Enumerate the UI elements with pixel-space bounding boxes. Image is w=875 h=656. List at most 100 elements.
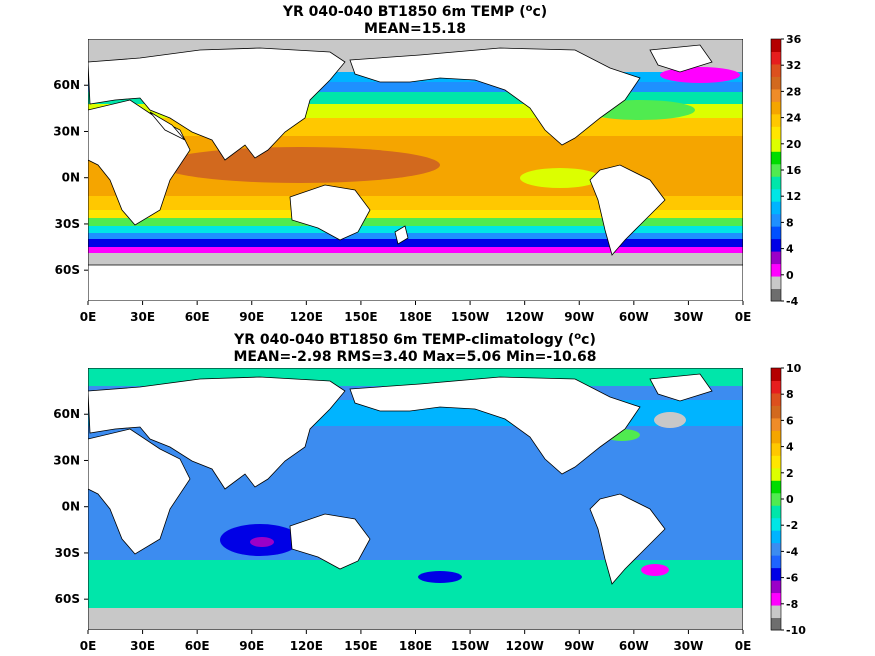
panel2-south-america [589, 493, 666, 585]
colorbar-swatch [771, 201, 781, 215]
colorbar-swatch [771, 176, 781, 190]
panel1-y-axis: 60N 30N 0N 30S 60S [53, 78, 88, 277]
x-tick-label: 30E [130, 639, 155, 653]
colorbar-tick-label: 36 [786, 33, 802, 46]
colorbar-swatch [771, 605, 781, 619]
x-tick-label: 0E [735, 310, 752, 324]
panel1-title: YR 040-040 BT1850 6m TEMP (oc) [282, 3, 547, 20]
y-tick-label: 30S [55, 217, 80, 231]
colorbar-swatch [771, 455, 781, 469]
panel2-band-southern [88, 560, 743, 608]
colorbar-swatch [771, 392, 781, 406]
x-tick-label: 90E [239, 310, 264, 324]
colorbar-swatch [771, 467, 781, 481]
panel2-colorbar: 10 8 6 4 2 0 -2 -4 -6 -8 -10 [770, 362, 806, 637]
colorbar-tick-label: 8 [786, 216, 794, 229]
panel1-south-america [589, 164, 666, 256]
panel1-eurasia [88, 47, 346, 161]
colorbar-tick-label: -6 [786, 572, 799, 585]
colorbar-tick-label: 20 [786, 138, 802, 151]
x-tick-label: 30W [673, 310, 703, 324]
colorbar-tick-label: -10 [786, 624, 806, 637]
x-tick-label: 60W [619, 310, 649, 324]
panel2-cold-spot-pacific [418, 571, 462, 583]
panel1-cold-tongue [520, 168, 600, 188]
colorbar-tick-label: 10 [786, 362, 802, 375]
colorbar-tick-label: 2 [786, 467, 794, 480]
panel1-band-subtropic-s [88, 196, 743, 210]
colorbar-swatch [771, 430, 781, 444]
colorbar-swatch [771, 163, 781, 177]
colorbar-swatch [771, 39, 781, 52]
colorbar-swatch [771, 555, 781, 569]
panel2-greenland [649, 373, 713, 402]
colorbar-swatch [771, 480, 781, 494]
colorbar-tick-label: -4 [786, 295, 799, 308]
x-tick-label: 120W [506, 310, 544, 324]
colorbar-tick-label: 6 [786, 414, 794, 427]
y-tick-label: 60S [55, 592, 80, 606]
panel1-subtitle: MEAN=15.18 [364, 21, 466, 37]
x-tick-label: 180E [399, 639, 432, 653]
colorbar-tick-label: 4 [786, 243, 794, 256]
panel1-arabia [149, 111, 186, 141]
panel2-x-axis: 0E 30E 60E 90E 120E 150E 180E 150W 120W 90W 60W 30W… [80, 630, 752, 653]
colorbar-swatch [771, 276, 781, 290]
colorbar-tick-label: 16 [786, 164, 802, 177]
colorbar-swatch [771, 380, 781, 394]
panel2-title: YR 040-040 BT1850 6m TEMP-climatology (o… [233, 331, 596, 348]
panel1-band-s-warm [88, 210, 743, 218]
panel2-cold-spot-atlantic [641, 564, 669, 576]
panel1-band-s-lightblue [88, 233, 743, 239]
colorbar-swatch [771, 288, 781, 302]
x-tick-label: 0E [80, 639, 97, 653]
panel1-map [88, 39, 743, 301]
x-tick-label: 60W [619, 639, 649, 653]
panel1-warm-pool [160, 147, 440, 183]
colorbar-tick-label: 0 [786, 493, 794, 506]
colorbar-swatch [771, 368, 781, 381]
colorbar-tick-label: 28 [786, 85, 801, 98]
colorbar-swatch [771, 213, 781, 227]
panel2-map [88, 368, 743, 630]
panel1-band-s-green [88, 218, 743, 226]
panel1-greenland [649, 44, 713, 73]
colorbar-swatch [771, 88, 781, 102]
panel1-x-axis: 0E 30E 60E 90E 120E 150E 180E 150W 120W 90W 60W 30W… [80, 301, 752, 324]
panel1-australia [289, 184, 371, 241]
panel1-band-s-blue [88, 239, 743, 247]
panel2-australia [289, 513, 371, 570]
y-tick-label: 30N [53, 453, 80, 467]
x-tick-label: 150W [451, 310, 489, 324]
colorbar-swatch [771, 592, 781, 606]
colorbar-tick-label: -8 [786, 598, 798, 611]
colorbar-swatch [771, 263, 781, 277]
panel2-band-antarctic [88, 608, 743, 630]
panel2-africa [88, 428, 191, 555]
colorbar-swatch [771, 517, 781, 531]
panel1-colorbar: 36 32 28 24 20 16 12 8 4 0 -4 [770, 33, 802, 308]
colorbar-tick-label: 0 [786, 269, 794, 282]
colorbar-tick-label: 4 [786, 441, 794, 454]
panel-temperature: YR 040-040 BT1850 6m TEMP (oc) MEAN=15.1… [53, 3, 801, 324]
x-tick-label: 0E [735, 639, 752, 653]
y-tick-label: 0N [62, 171, 80, 185]
colorbar-tick-label: 32 [786, 59, 801, 72]
x-tick-label: 0E [80, 310, 97, 324]
x-tick-label: 120E [290, 639, 323, 653]
colorbar-swatch [771, 417, 781, 431]
colorbar-swatch [771, 251, 781, 265]
colorbar-swatch [771, 113, 781, 127]
x-tick-label: 30E [130, 310, 155, 324]
x-tick-label: 120E [290, 310, 323, 324]
x-tick-label: 60E [185, 310, 210, 324]
y-tick-label: 60N [53, 407, 80, 421]
colorbar-swatch [771, 617, 781, 631]
panel2-subtitle: MEAN=-2.98 RMS=3.40 Max=5.06 Min=-10.68 [233, 349, 596, 365]
x-tick-label: 90W [564, 310, 594, 324]
x-tick-label: 30W [673, 639, 703, 653]
panel1-band-s-cyan [88, 226, 743, 233]
colorbar-swatch [771, 101, 781, 115]
panel2-cold-spot-labrador [654, 412, 686, 428]
panel1-antarctica [88, 264, 743, 301]
